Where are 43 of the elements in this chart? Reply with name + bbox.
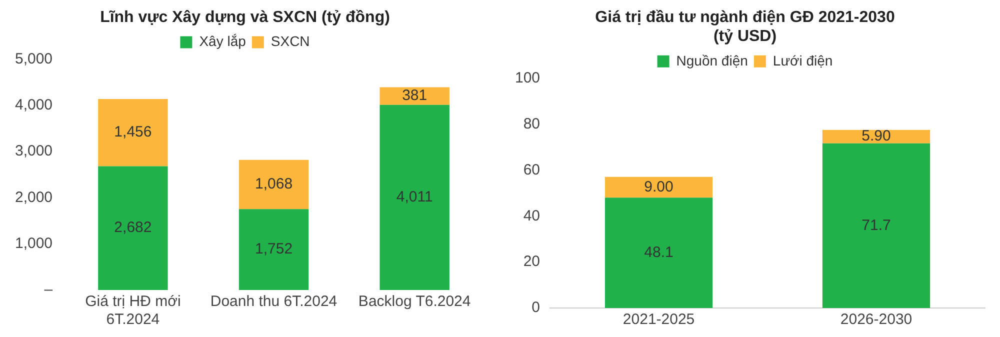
data-label: 48.1: [644, 244, 674, 261]
data-label: 1,456: [114, 124, 152, 141]
y-tick-label: 1,000: [14, 234, 53, 252]
bar: [238, 209, 309, 290]
data-label: 1,068: [254, 176, 293, 193]
bar: [822, 143, 930, 308]
x-tick-label: Giá trị HĐ mới 6T.2024: [85, 293, 181, 328]
y-tick-label: 2,000: [14, 188, 53, 206]
y-tick-label: 100: [514, 70, 540, 87]
chart-title: Giá trị đầu tư ngành điện GĐ 2021-2030 (tỷ USD): [595, 9, 895, 46]
data-label: 2,682: [114, 219, 152, 236]
y-tick-label: 20: [523, 253, 540, 270]
data-label: 71.7: [862, 216, 891, 234]
bar: [822, 130, 930, 144]
bar: [380, 87, 450, 105]
bar: [380, 104, 450, 290]
data-label: 381: [402, 87, 428, 104]
bar: [604, 198, 713, 308]
data-label: 1,752: [254, 240, 293, 258]
legend-label: SXCN: [270, 33, 310, 50]
y-tick-label: 40: [523, 207, 540, 224]
x-tick-label: Doanh thu 6T.2024: [210, 293, 338, 310]
bar: [604, 176, 713, 198]
y-tick-label: 5,000: [14, 50, 53, 68]
legend-label: Lưới điện: [772, 52, 833, 68]
chart-title: Lĩnh vực Xây dựng và SXCN (tỷ đồng): [100, 9, 390, 26]
y-tick-label: –: [44, 281, 54, 298]
y-tick-label: 80: [523, 115, 540, 132]
y-tick-label: 60: [523, 161, 540, 178]
data-label: 5.90: [862, 128, 891, 145]
x-tick-label: 2026-2030: [840, 311, 912, 328]
bar: [98, 166, 168, 290]
data-label: 9.00: [644, 178, 674, 196]
x-tick-label: 2021-2025: [622, 311, 695, 328]
bar: [238, 160, 309, 210]
legend-label: Xây lắp: [199, 33, 246, 50]
y-tick-label: 3,000: [14, 142, 53, 160]
bar: [98, 98, 168, 166]
legend-label: Nguồn điện: [676, 52, 748, 68]
y-tick-label: 0: [532, 299, 540, 316]
y-tick-label: 4,000: [14, 96, 53, 114]
x-tick-label: Backlog T6.2024: [358, 293, 471, 310]
data-label: 4,011: [396, 188, 433, 206]
